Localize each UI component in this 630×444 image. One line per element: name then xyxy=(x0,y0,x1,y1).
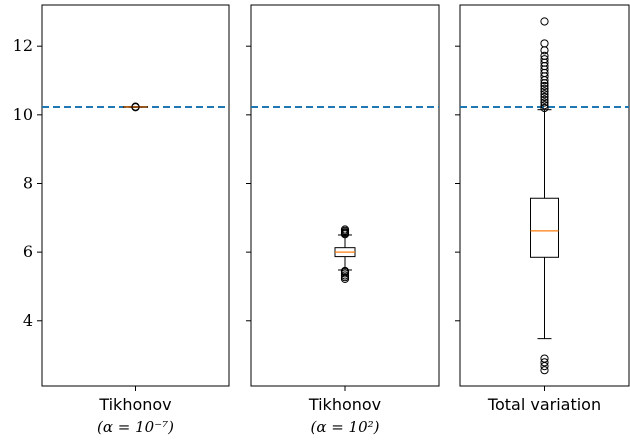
panel-3: Total variation xyxy=(455,4,630,414)
outlier-point xyxy=(340,266,350,276)
outlier-point xyxy=(540,39,549,48)
box xyxy=(530,197,559,258)
outlier-point xyxy=(540,55,549,64)
outlier-point xyxy=(540,90,549,99)
panel-1: 4 6 8 10 12 Tikhonov (α = 10⁻⁷) xyxy=(13,4,230,436)
outlier-point xyxy=(540,92,549,102)
panel-2: Tikhonov (α = 10²) xyxy=(246,4,440,436)
y-tick-label: 8 xyxy=(23,173,33,192)
outlier-point xyxy=(540,87,549,96)
outlier-point xyxy=(131,102,140,111)
outlier-point xyxy=(540,354,549,363)
y-tick-label: 10 xyxy=(13,105,33,124)
panel-frame xyxy=(250,4,440,387)
y-tick-label: 4 xyxy=(23,311,33,330)
outlier-point xyxy=(540,358,549,367)
outlier-point xyxy=(540,95,549,104)
outlier-point xyxy=(540,46,549,55)
panel-frame xyxy=(41,4,230,387)
outlier-point xyxy=(540,98,549,107)
category-sublabel: (α = 10²) xyxy=(310,418,379,436)
outlier-point xyxy=(540,103,549,113)
category-label: Tikhonov xyxy=(308,395,381,414)
outlier-point xyxy=(340,225,350,234)
outlier-point xyxy=(540,81,549,91)
y-tick-label: 6 xyxy=(23,242,33,261)
category-label: Total variation xyxy=(487,395,601,414)
outlier-point xyxy=(540,17,549,26)
outlier-point xyxy=(540,51,549,60)
panels: 4 6 8 10 12 Tikhonov (α = 10⁻⁷) Tikhonov (α = 10… xyxy=(13,4,630,436)
outlier-point xyxy=(540,101,549,110)
outlier-point xyxy=(340,271,350,280)
y-tick-label: 12 xyxy=(13,36,33,55)
category-label: Tikhonov xyxy=(98,395,171,414)
category-sublabel: (α = 10⁻⁷) xyxy=(97,418,174,436)
outlier-point xyxy=(540,84,549,93)
outlier-point xyxy=(540,366,549,375)
